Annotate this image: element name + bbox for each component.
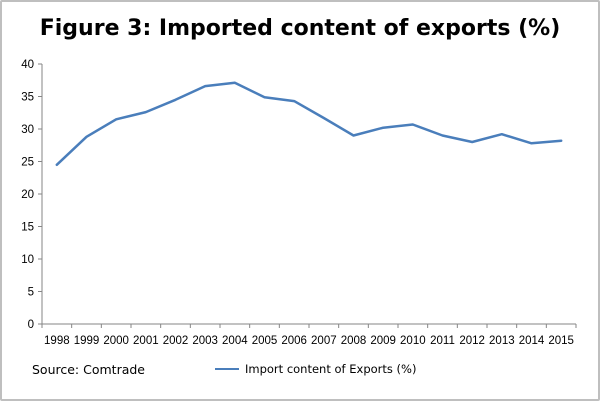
x-tick-label: 2015	[548, 335, 574, 347]
x-tick-label: 2006	[281, 335, 307, 347]
y-tick-label: 35	[21, 92, 34, 104]
series-line	[55, 81, 563, 167]
x-tick-label: 2013	[489, 335, 515, 347]
series-group	[55, 81, 563, 167]
x-tick-label: 2007	[311, 335, 337, 347]
chart-legend: Import content of Exports (%)	[215, 362, 416, 376]
x-tick-label: 1999	[74, 335, 100, 347]
y-tick-label: 30	[21, 124, 34, 136]
y-tick-label: 0	[28, 319, 34, 331]
chart-axes	[41, 64, 576, 325]
x-tick-label: 2005	[252, 335, 278, 347]
x-tick-label: 2014	[519, 335, 545, 347]
y-tick-label: 40	[21, 59, 34, 71]
x-tick-label: 1998	[44, 335, 70, 347]
x-tick-label: 2001	[133, 335, 159, 347]
chart-title: Figure 3: Imported content of exports (%…	[39, 16, 561, 41]
x-tick-label: 2004	[222, 335, 248, 347]
x-tick-label: 2002	[163, 335, 189, 347]
x-axis-ticks: 1998 1999 2000 2001 2002 2003 2004 2005 2006 2007…	[41, 324, 577, 347]
x-tick-label: 2000	[103, 335, 129, 347]
y-tick-label: 25	[21, 157, 34, 169]
x-tick-label: 2008	[341, 335, 367, 347]
y-tick-label: 10	[21, 254, 34, 266]
source-note: Source: Comtrade	[32, 362, 145, 377]
x-tick-label: 2012	[459, 335, 485, 347]
x-tick-label: 2003	[192, 335, 218, 347]
y-tick-label: 20	[21, 189, 34, 201]
x-tick-label: 2011	[430, 335, 455, 347]
legend-swatch	[215, 367, 239, 371]
y-axis-ticks: 0 5 10 15 20 25 30 35 40	[21, 59, 42, 331]
legend-label: Import content of Exports (%)	[245, 362, 417, 376]
y-tick-label: 5	[28, 287, 34, 299]
y-tick-label: 15	[21, 222, 34, 234]
x-tick-label: 2009	[370, 335, 396, 347]
x-tick-label: 2010	[400, 335, 426, 347]
